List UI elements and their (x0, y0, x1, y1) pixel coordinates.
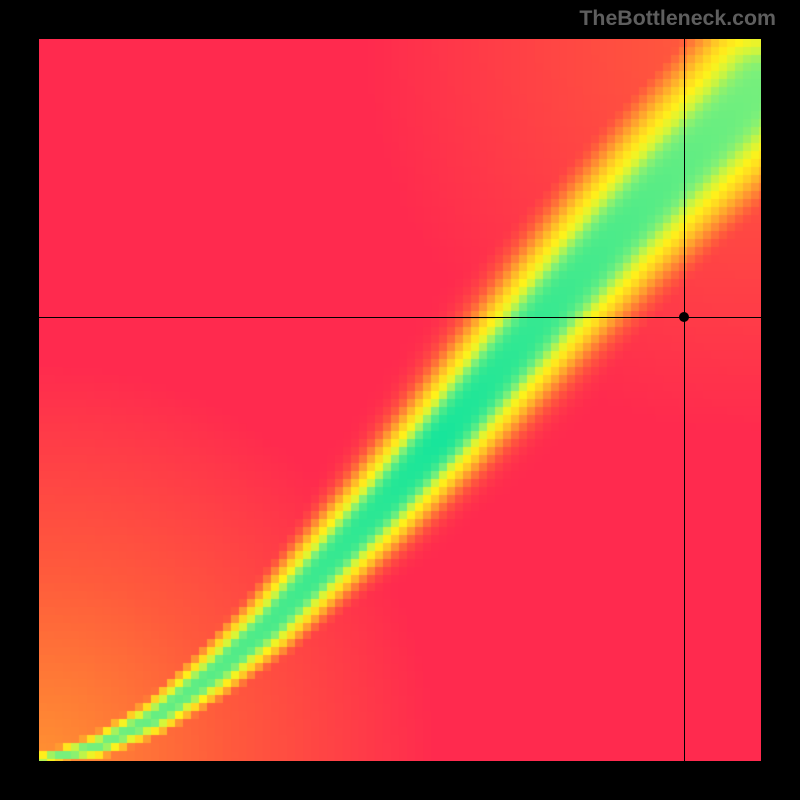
crosshair-horizontal-line (39, 317, 761, 318)
heatmap-plot-area (39, 39, 761, 761)
heatmap-canvas (39, 39, 761, 761)
crosshair-vertical-line (684, 39, 685, 761)
crosshair-point[interactable] (679, 312, 689, 322)
watermark-text: TheBottleneck.com (579, 6, 776, 31)
